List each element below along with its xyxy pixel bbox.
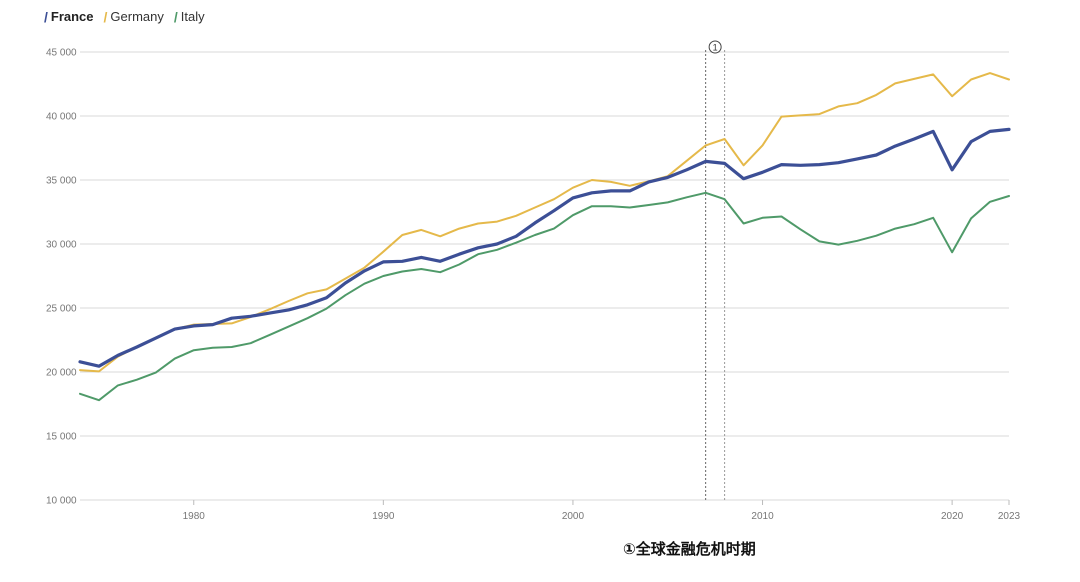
- y-tick-label: 40 000: [46, 112, 77, 123]
- y-tick-label: 35 000: [46, 176, 77, 187]
- annotation-marker-label: 1: [713, 43, 718, 53]
- legend-swatch-italy: /: [173, 8, 178, 25]
- legend-label-france: France: [50, 9, 94, 24]
- series-line-italy: [79, 191, 1010, 402]
- legend-label-italy: Italy: [180, 9, 205, 24]
- x-tick-label: 1990: [372, 511, 395, 522]
- x-tick-label: 1980: [183, 511, 206, 522]
- legend-item-italy: / Italy: [174, 9, 205, 24]
- y-tick-label: 20 000: [46, 368, 77, 379]
- y-tick-label: 10 000: [46, 496, 77, 507]
- legend-item-france: / France: [44, 9, 94, 24]
- annotation-marker: [708, 40, 722, 54]
- legend-item-germany: / Germany: [104, 9, 164, 24]
- legend-label-germany: Germany: [110, 9, 164, 24]
- y-tick-label: 15 000: [46, 432, 77, 443]
- y-tick-label: 25 000: [46, 304, 77, 315]
- x-tick-label: 2023: [998, 511, 1021, 522]
- series-line-germany: [79, 72, 1010, 373]
- x-tick-label: 2010: [751, 511, 774, 522]
- y-tick-label: 30 000: [46, 240, 77, 251]
- x-tick-label: 2000: [562, 511, 585, 522]
- legend-swatch-germany: /: [103, 8, 108, 25]
- legend-swatch-france: /: [44, 8, 48, 25]
- series-line-france: [78, 127, 1011, 368]
- x-tick-label: 2020: [941, 511, 964, 522]
- chart-legend: / France / Germany / Italy: [44, 9, 205, 24]
- annotation-note: ①全球金融危机时期: [623, 540, 756, 558]
- y-tick-label: 45 000: [46, 48, 77, 59]
